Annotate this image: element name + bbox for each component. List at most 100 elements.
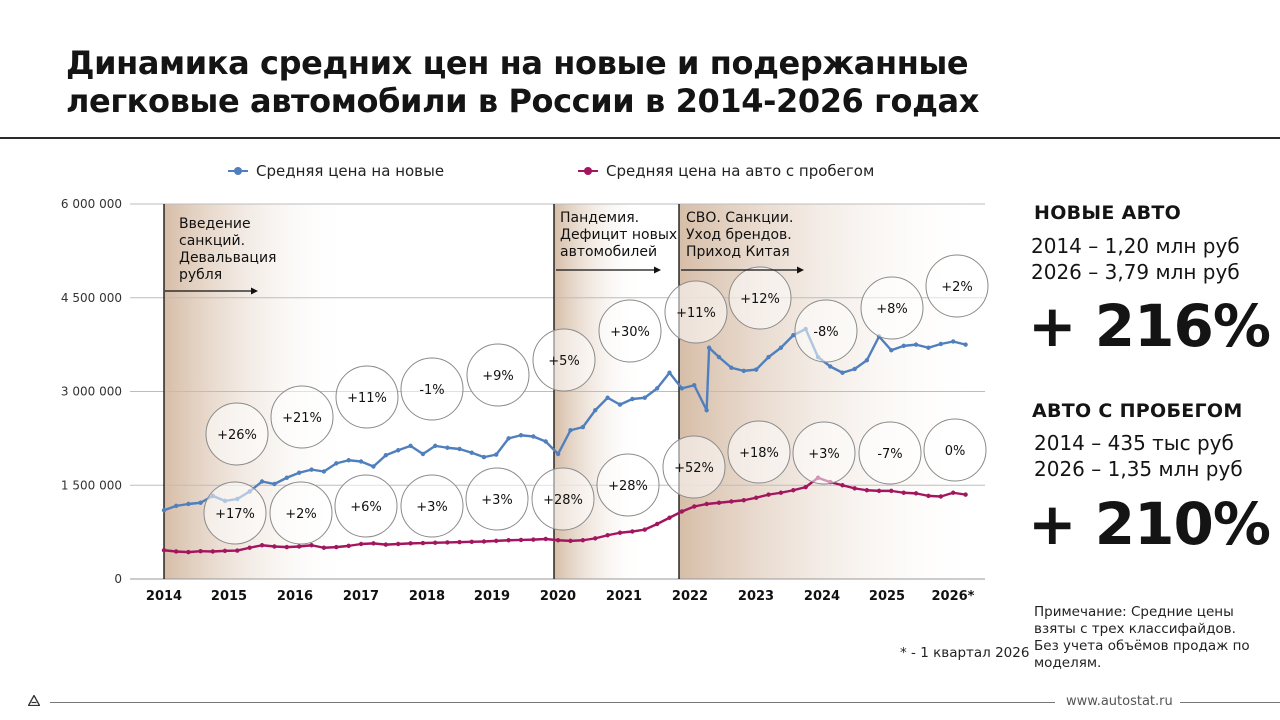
new-price-point: [889, 348, 894, 353]
growth-used-circle: [727, 420, 791, 484]
growth-used-label: +6%: [350, 500, 382, 515]
growth-used-circle: [400, 474, 464, 538]
growth-used-label: +2%: [285, 507, 317, 522]
used-price-point: [778, 490, 784, 495]
new-price-point: [346, 458, 351, 463]
growth-used-label: +17%: [215, 507, 255, 522]
new-price-point: [494, 452, 499, 457]
y-tick-label: 3 000 000: [61, 385, 122, 399]
used-price-point: [876, 488, 882, 494]
used-price-point: [395, 541, 401, 547]
period-annotation-2: Пандемия. Дефицит новых автомобилей: [560, 210, 677, 260]
new-price-point: [593, 408, 598, 413]
growth-new-label: +8%: [876, 302, 908, 317]
used-price-point: [889, 488, 894, 494]
used-price-point: [222, 548, 228, 554]
new-price-point: [913, 342, 919, 347]
footnote: * - 1 квартал 2026: [900, 645, 1030, 661]
new-price-point: [309, 467, 314, 472]
new-cars-2026: 2026 – 3,79 млн руб: [1031, 260, 1240, 284]
used-price-point: [753, 495, 759, 500]
used-cars-change: + 210%: [1028, 490, 1271, 558]
x-tick-label: 2021: [606, 589, 642, 604]
growth-used-label: +3%: [481, 493, 513, 508]
used-price-point: [506, 538, 511, 543]
footer-divider: [50, 702, 1055, 703]
x-tick-label: 2015: [211, 589, 247, 604]
period-arrow-head: [654, 266, 661, 274]
x-tick-label: 2019: [474, 589, 510, 604]
new-price-point: [642, 395, 647, 400]
used-price-point: [950, 490, 956, 495]
growth-new-label: +11%: [347, 391, 387, 406]
used-price-point: [864, 488, 870, 493]
growth-used-circle: [596, 453, 660, 517]
used-price-point: [913, 491, 919, 496]
used-price-point: [284, 544, 289, 550]
y-tick-label: 6 000 000: [61, 197, 122, 211]
new-price-point: [704, 408, 709, 413]
growth-new-label: -8%: [813, 325, 838, 340]
growth-new-circle: [925, 254, 989, 318]
new-price-point: [371, 464, 376, 469]
growth-used-circle: [858, 421, 922, 485]
new-price-point: [173, 503, 179, 509]
new-cars-2014: 2014 – 1,20 млн руб: [1031, 234, 1240, 258]
used-price-point: [321, 545, 327, 550]
growth-new-label: +2%: [941, 280, 973, 295]
used-price-point: [605, 533, 610, 538]
x-tick-label: 2020: [540, 589, 576, 604]
used-price-point: [494, 538, 499, 544]
used-price-point: [358, 541, 364, 547]
used-price-point: [186, 549, 191, 555]
growth-new-circle: [598, 299, 662, 363]
used-cars-heading: АВТО С ПРОБЕГОМ: [1032, 400, 1243, 422]
growth-new-circle: [335, 365, 399, 429]
new-price-point: [926, 345, 931, 350]
new-price-point: [555, 451, 561, 457]
new-price-point: [296, 470, 302, 475]
new-price-point: [395, 448, 401, 453]
new-price-point: [321, 469, 327, 474]
new-price-point: [284, 475, 289, 480]
y-tick-label: 0: [114, 572, 122, 586]
growth-used-circle: [662, 435, 726, 499]
growth-used-label: +3%: [808, 447, 840, 462]
used-price-point: [716, 500, 722, 505]
logo-icon: [28, 695, 40, 706]
page-title: Динамика средних цен на новые и подержан…: [66, 44, 979, 120]
new-price-point: [654, 386, 660, 391]
x-tick-label: 2017: [343, 589, 379, 604]
new-price-point: [938, 341, 944, 347]
growth-new-circle: [664, 280, 728, 344]
new-price-point: [469, 450, 474, 455]
used-price-point: [161, 548, 167, 553]
used-price-point: [210, 549, 215, 554]
legend-used-label: Средняя цена на авто с пробегом: [606, 162, 875, 180]
new-price-point: [334, 461, 339, 466]
used-price-point: [383, 542, 389, 547]
used-price-point: [518, 537, 524, 543]
new-price-point: [383, 453, 389, 458]
used-price-point: [296, 544, 302, 549]
x-tick-label: 2024: [804, 589, 840, 604]
growth-new-circle: [728, 266, 792, 330]
used-price-point: [803, 484, 808, 490]
used-cars-2014: 2014 – 435 тыс руб: [1034, 431, 1234, 455]
period-annotation-1: Введение санкций. Девальвация рубля: [179, 216, 276, 283]
new-price-point: [432, 443, 438, 449]
legend-new: Средняя цена на новые: [228, 162, 444, 180]
legend-new-marker: [228, 167, 248, 175]
growth-new-circle: [400, 357, 464, 421]
new-price-point: [358, 459, 364, 464]
growth-used-label: +28%: [543, 493, 583, 508]
used-price-point: [555, 538, 561, 543]
new-price-point: [716, 354, 722, 360]
used-price-point: [692, 504, 697, 509]
growth-new-circle: [466, 343, 530, 407]
used-price-point: [445, 540, 450, 545]
new-price-point: [791, 333, 796, 338]
used-price-point: [531, 537, 536, 542]
x-tick-label: 2025: [869, 589, 905, 604]
used-price-point: [580, 538, 586, 543]
